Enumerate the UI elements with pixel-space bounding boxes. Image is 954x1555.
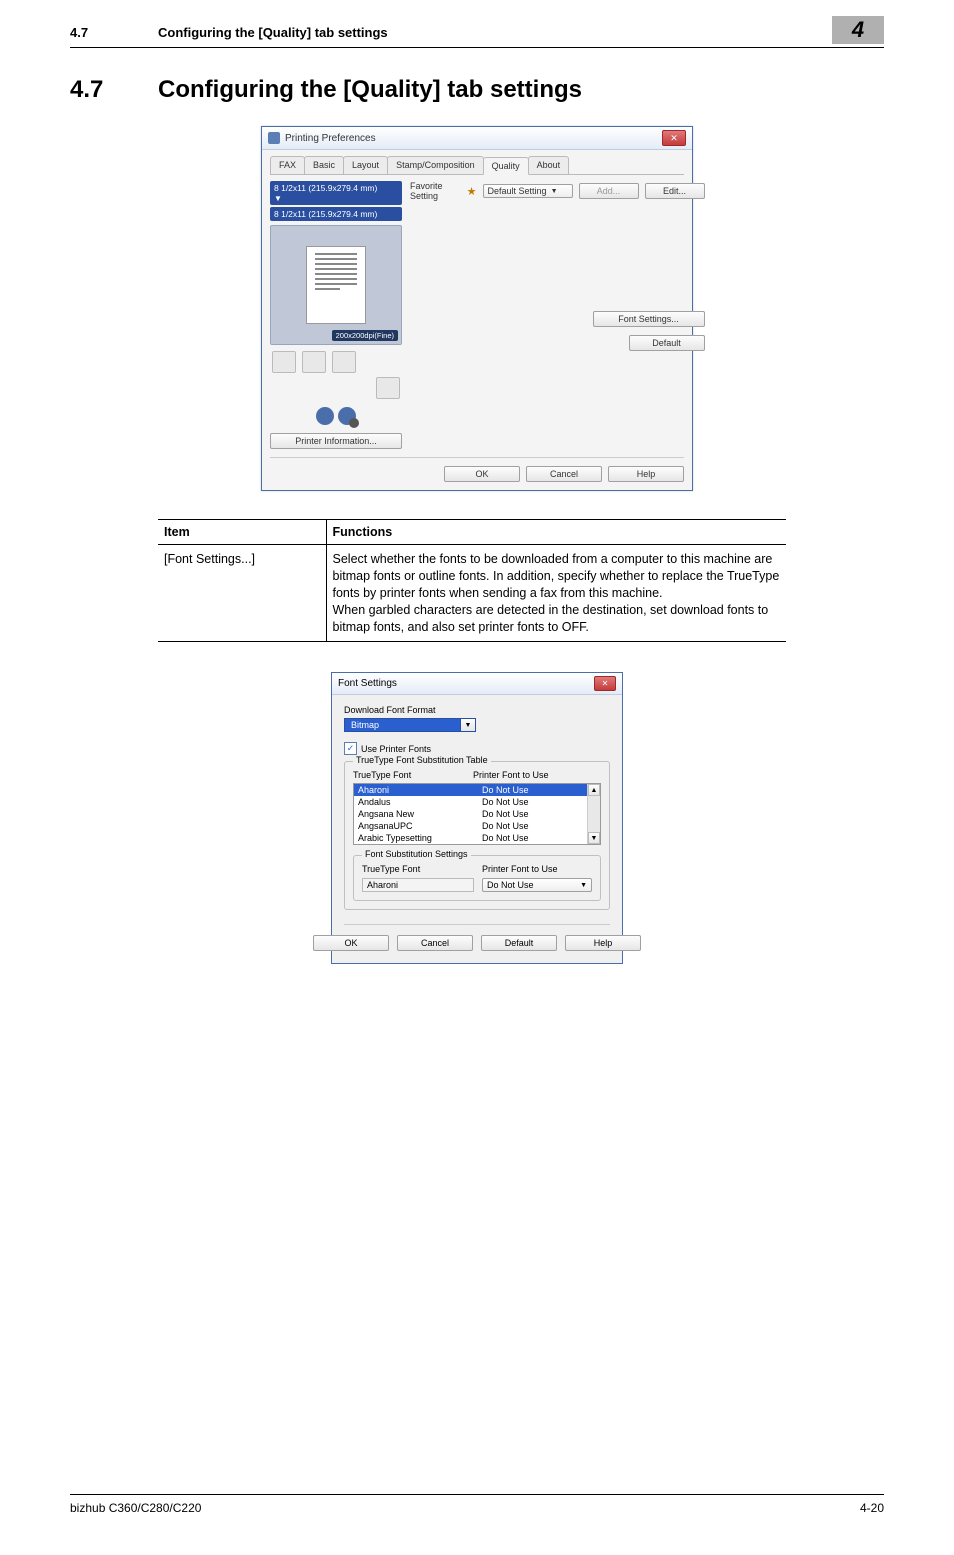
- globe-settings-icon[interactable]: [338, 407, 356, 425]
- list-cell-tt: Aharoni: [354, 784, 478, 796]
- font-substitution-settings-title: Font Substitution Settings: [362, 849, 471, 859]
- preview-view-icon-3[interactable]: [332, 351, 356, 373]
- sub-label-truetype: TrueType Font: [362, 864, 482, 874]
- footer-page-number: 4-20: [860, 1501, 884, 1515]
- selected-truetype-font: Aharoni: [362, 878, 474, 892]
- dialog-titlebar: Printing Preferences ✕: [262, 127, 692, 150]
- download-font-format-value: Bitmap: [345, 719, 460, 731]
- list-cell-pf: Do Not Use: [478, 832, 587, 844]
- preview-view-icon-2[interactable]: [302, 351, 326, 373]
- help-button[interactable]: Help: [565, 935, 641, 951]
- paper-size-source-text: 8 1/2x11 (215.9x279.4 mm): [274, 183, 377, 193]
- default-button[interactable]: Default: [481, 935, 557, 951]
- table-cell-item: [Font Settings...]: [158, 545, 326, 642]
- ok-button[interactable]: OK: [444, 466, 520, 482]
- list-cell-tt: AngsanaUPC: [354, 820, 478, 832]
- header-section-number: 4.7: [70, 25, 158, 40]
- tab-quality[interactable]: Quality: [483, 157, 529, 175]
- list-item[interactable]: Arabic Typesetting Do Not Use: [354, 832, 587, 844]
- list-item[interactable]: Angsana New Do Not Use: [354, 808, 587, 820]
- font-settings-dialog: Font Settings ✕ Download Font Format Bit…: [331, 672, 623, 964]
- printer-information-button[interactable]: Printer Information...: [270, 433, 402, 449]
- section-title: Configuring the [Quality] tab settings: [158, 76, 582, 104]
- caret-down-icon: ▼: [580, 882, 587, 889]
- ok-button[interactable]: OK: [313, 935, 389, 951]
- column-header-printerfont: Printer Font to Use: [473, 770, 601, 780]
- default-button[interactable]: Default: [629, 335, 705, 351]
- table-row: [Font Settings...] Select whether the fo…: [158, 545, 786, 642]
- close-button[interactable]: ✕: [662, 130, 686, 146]
- table-cell-functions: Select whether the fonts to be downloade…: [326, 545, 786, 642]
- favorite-setting-select[interactable]: Default Setting ▼: [483, 184, 573, 198]
- paper-size-output: 8 1/2x11 (215.9x279.4 mm): [270, 207, 402, 221]
- substitution-table-title: TrueType Font Substitution Table: [353, 755, 491, 765]
- tab-fax[interactable]: FAX: [270, 156, 305, 174]
- tab-layout[interactable]: Layout: [343, 156, 388, 174]
- column-header-truetype: TrueType Font: [353, 770, 473, 780]
- list-item[interactable]: Andalus Do Not Use: [354, 796, 587, 808]
- item-functions-table: Item Functions [Font Settings...] Select…: [158, 519, 786, 642]
- font-settings-title: Font Settings: [338, 678, 594, 689]
- tab-stamp[interactable]: Stamp/Composition: [387, 156, 484, 174]
- list-cell-tt: Andalus: [354, 796, 478, 808]
- cancel-button[interactable]: Cancel: [526, 466, 602, 482]
- edit-button[interactable]: Edit...: [645, 183, 705, 199]
- preview-document-icon: [306, 246, 366, 324]
- chapter-number-badge: 4: [832, 16, 884, 44]
- resolution-badge: 200x200dpi(Fine): [332, 330, 398, 341]
- tab-about[interactable]: About: [528, 156, 570, 174]
- close-button[interactable]: ✕: [594, 676, 616, 691]
- printer-font-select[interactable]: Do Not Use ▼: [482, 878, 592, 892]
- dialog-title: Printing Preferences: [285, 133, 662, 144]
- table-header-item: Item: [158, 520, 326, 545]
- divider: [344, 924, 610, 925]
- list-cell-tt: Arabic Typesetting: [354, 832, 478, 844]
- substitution-table-group: TrueType Font Substitution Table TrueTyp…: [344, 761, 610, 910]
- list-cell-tt: Angsana New: [354, 808, 478, 820]
- use-printer-fonts-checkbox[interactable]: ✓: [344, 742, 357, 755]
- paper-size-source: 8 1/2x11 (215.9x279.4 mm) ▼: [270, 181, 402, 205]
- printing-preferences-dialog: Printing Preferences ✕ FAX Basic Layout …: [261, 126, 693, 491]
- arrow-down-icon: ▼: [274, 194, 282, 203]
- list-cell-pf: Do Not Use: [478, 796, 587, 808]
- caret-down-icon: ▼: [551, 188, 558, 195]
- use-printer-fonts-label: Use Printer Fonts: [361, 744, 431, 754]
- favorite-setting-value: Default Setting: [488, 186, 547, 196]
- favorite-setting-label: Favorite Setting: [410, 181, 445, 201]
- footer-product: bizhub C360/C280/C220: [70, 1501, 201, 1515]
- table-header-functions: Functions: [326, 520, 786, 545]
- list-item[interactable]: Aharoni Do Not Use: [354, 784, 587, 796]
- tab-basic[interactable]: Basic: [304, 156, 344, 174]
- font-substitution-listbox[interactable]: Aharoni Do Not Use Andalus Do Not Use An…: [353, 783, 601, 845]
- page-preview-panel: 200x200dpi(Fine): [270, 225, 402, 345]
- font-settings-button[interactable]: Font Settings...: [593, 311, 705, 327]
- scroll-up-icon[interactable]: ▲: [588, 784, 600, 796]
- font-substitution-settings-group: Font Substitution Settings TrueType Font…: [353, 855, 601, 901]
- preview-detail-icon[interactable]: [376, 377, 400, 399]
- list-cell-pf: Do Not Use: [478, 820, 587, 832]
- cancel-button[interactable]: Cancel: [397, 935, 473, 951]
- add-button[interactable]: Add...: [579, 183, 639, 199]
- download-font-format-label: Download Font Format: [344, 705, 610, 715]
- header-section-title: Configuring the [Quality] tab settings: [158, 25, 832, 40]
- list-cell-pf: Do Not Use: [478, 808, 587, 820]
- sub-label-printerfont: Printer Font to Use: [482, 864, 592, 874]
- download-font-format-select[interactable]: Bitmap ▼: [344, 718, 476, 732]
- list-item[interactable]: AngsanaUPC Do Not Use: [354, 820, 587, 832]
- scrollbar[interactable]: ▲ ▼: [587, 784, 600, 844]
- printer-icon: [268, 132, 280, 144]
- tab-strip: FAX Basic Layout Stamp/Composition Quali…: [270, 156, 684, 175]
- scroll-down-icon[interactable]: ▼: [588, 832, 600, 844]
- help-button[interactable]: Help: [608, 466, 684, 482]
- preview-view-icon-1[interactable]: [272, 351, 296, 373]
- section-number: 4.7: [70, 76, 158, 104]
- caret-down-icon: ▼: [460, 719, 475, 731]
- list-cell-pf: Do Not Use: [478, 784, 587, 796]
- globe-icon[interactable]: [316, 407, 334, 425]
- star-icon: ★: [467, 185, 477, 197]
- printer-font-value: Do Not Use: [487, 880, 576, 890]
